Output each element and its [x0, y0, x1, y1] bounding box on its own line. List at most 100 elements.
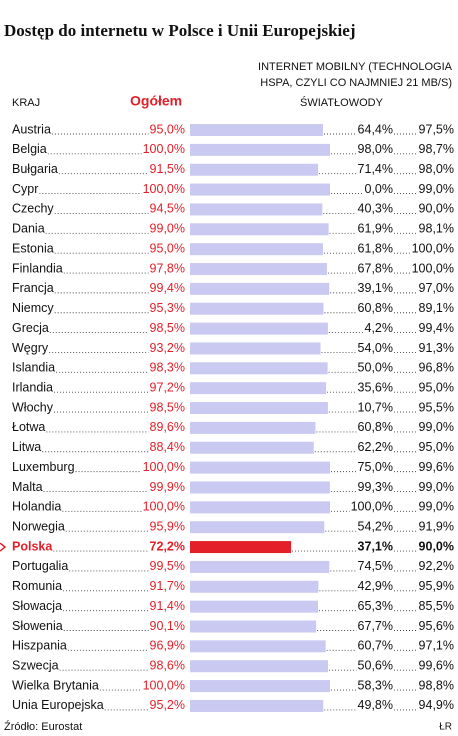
- bar: [190, 501, 330, 514]
- value-label: 94,5%: [150, 202, 185, 216]
- value-label: 89,6%: [150, 420, 185, 434]
- category-label: Unia Europejska: [12, 698, 104, 712]
- cell-value: 71,4%: [358, 162, 393, 176]
- value-label: 98,5%: [150, 400, 185, 414]
- cell-value: 100,0%: [351, 500, 393, 514]
- category-label: Cypr: [12, 182, 38, 196]
- bar: [190, 223, 329, 236]
- cell-value: 54,0%: [358, 341, 393, 355]
- bar: [190, 461, 330, 474]
- value-label: 99,5%: [150, 559, 185, 573]
- value-label: 93,2%: [150, 341, 185, 355]
- bar: [190, 521, 325, 534]
- cell-value: 67,7%: [358, 619, 393, 633]
- value-label: 100,0%: [143, 142, 185, 156]
- cell-value: 90,0%: [419, 539, 454, 553]
- cell-value: 99,3%: [358, 480, 393, 494]
- column-header: KRAJ: [12, 97, 40, 109]
- category-label: Dania: [12, 222, 45, 236]
- cell-value: 97,1%: [419, 639, 454, 653]
- cell-value: 4,2%: [365, 321, 394, 335]
- cell-value: 10,7%: [358, 400, 393, 414]
- value-label: 95,0%: [150, 241, 185, 255]
- cell-value: 50,6%: [358, 659, 393, 673]
- cell-value: 99,6%: [419, 659, 454, 673]
- cell-value: 95,0%: [419, 440, 454, 454]
- value-label: 100,0%: [143, 678, 185, 692]
- bar: [190, 640, 326, 653]
- value-label: 90,1%: [150, 619, 185, 633]
- cell-value: 62,2%: [358, 440, 393, 454]
- category-label: Łotwa: [12, 420, 45, 434]
- cell-value: 100,0%: [412, 241, 454, 255]
- category-label: Litwa: [12, 440, 41, 454]
- category-label: Finlandia: [12, 261, 63, 275]
- value-label: 95,9%: [150, 519, 185, 533]
- value-label: 91,4%: [150, 599, 185, 613]
- bar: [190, 620, 317, 633]
- cell-value: 74,5%: [358, 559, 393, 573]
- category-label: Słowacja: [12, 599, 62, 613]
- value-label: 88,4%: [150, 440, 185, 454]
- cell-value: 98,0%: [358, 142, 393, 156]
- cell-value: 98,8%: [419, 678, 454, 692]
- bar: [190, 282, 330, 295]
- cell-value: 92,2%: [419, 559, 454, 573]
- category-label: Irlandia: [12, 380, 53, 394]
- bar: [190, 342, 321, 355]
- category-label: Malta: [12, 480, 43, 494]
- highlight-marker: [0, 542, 7, 552]
- credit: ŁR: [439, 722, 452, 733]
- cell-value: 95,9%: [419, 579, 454, 593]
- category-label: Holandia: [12, 500, 61, 514]
- cell-value: 40,3%: [358, 202, 393, 216]
- value-label: 97,2%: [150, 380, 185, 394]
- cell-value: 99,4%: [419, 321, 454, 335]
- category-label: Francja: [12, 281, 54, 295]
- category-label: Szwecja: [12, 659, 59, 673]
- value-label: 100,0%: [143, 500, 185, 514]
- bar: [190, 680, 330, 693]
- value-label: 95,0%: [150, 122, 185, 136]
- category-label: Luxemburg: [12, 460, 75, 474]
- cell-value: 100,0%: [412, 261, 454, 275]
- cell-value: 61,9%: [358, 222, 393, 236]
- cell-value: 60,8%: [358, 420, 393, 434]
- bar: [190, 183, 330, 196]
- bar: [190, 362, 328, 375]
- bar: [190, 481, 330, 494]
- cell-value: 98,1%: [419, 222, 454, 236]
- cell-value: 60,7%: [358, 639, 393, 653]
- category-label: Bułgaria: [12, 162, 58, 176]
- bar: [190, 402, 328, 415]
- cell-value: 50,0%: [358, 361, 393, 375]
- bar: [190, 600, 318, 613]
- cell-value: 75,0%: [358, 460, 393, 474]
- value-label: 96,9%: [150, 639, 185, 653]
- cell-value: 99,0%: [419, 500, 454, 514]
- bar: [190, 699, 324, 712]
- cell-value: 58,3%: [358, 678, 393, 692]
- cell-value: 39,1%: [358, 281, 393, 295]
- category-label: Czechy: [12, 202, 54, 216]
- cell-value: 98,0%: [419, 162, 454, 176]
- cell-value: 65,3%: [358, 599, 393, 613]
- bar: [190, 560, 330, 573]
- cell-value: 60,8%: [358, 301, 393, 315]
- column-header: Ogółem: [130, 93, 182, 109]
- cell-value: 99,0%: [419, 480, 454, 494]
- category-label: Słowenia: [12, 619, 63, 633]
- bar: [190, 382, 327, 395]
- bar: [190, 243, 323, 256]
- category-label: Belgia: [12, 142, 47, 156]
- bar: [190, 580, 319, 593]
- category-label: Romunia: [12, 579, 62, 593]
- cell-value: 64,4%: [358, 122, 393, 136]
- cell-value: 99,0%: [419, 420, 454, 434]
- category-label: Włochy: [12, 400, 54, 414]
- value-label: 99,4%: [150, 281, 185, 295]
- value-label: 99,0%: [150, 222, 185, 236]
- category-label: Niemcy: [12, 301, 54, 315]
- value-label: 100,0%: [143, 460, 185, 474]
